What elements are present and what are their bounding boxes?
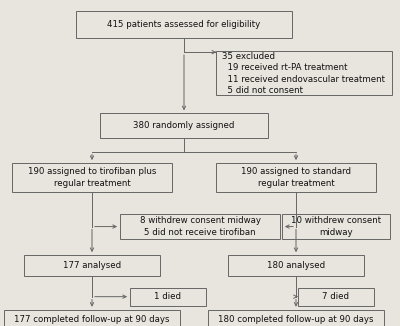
FancyBboxPatch shape bbox=[120, 215, 280, 239]
Text: 1 died: 1 died bbox=[154, 292, 182, 301]
Text: 10 withdrew consent
midway: 10 withdrew consent midway bbox=[291, 216, 381, 237]
FancyBboxPatch shape bbox=[76, 10, 292, 38]
FancyBboxPatch shape bbox=[208, 310, 384, 326]
FancyBboxPatch shape bbox=[216, 163, 376, 192]
FancyBboxPatch shape bbox=[100, 113, 268, 138]
Text: 8 withdrew consent midway
5 did not receive tirofiban: 8 withdrew consent midway 5 did not rece… bbox=[140, 216, 260, 237]
Text: 177 analysed: 177 analysed bbox=[63, 261, 121, 270]
FancyBboxPatch shape bbox=[228, 255, 364, 276]
FancyBboxPatch shape bbox=[12, 163, 172, 192]
Text: 7 died: 7 died bbox=[322, 292, 350, 301]
FancyBboxPatch shape bbox=[282, 215, 390, 239]
Text: 177 completed follow-up at 90 days: 177 completed follow-up at 90 days bbox=[14, 315, 170, 324]
FancyBboxPatch shape bbox=[24, 255, 160, 276]
Text: 180 completed follow-up at 90 days: 180 completed follow-up at 90 days bbox=[218, 315, 374, 324]
Text: 190 assigned to standard
regular treatment: 190 assigned to standard regular treatme… bbox=[241, 168, 351, 188]
FancyBboxPatch shape bbox=[4, 310, 180, 326]
Text: 380 randomly assigned: 380 randomly assigned bbox=[133, 121, 235, 130]
Text: 415 patients assessed for eligibility: 415 patients assessed for eligibility bbox=[107, 20, 261, 29]
Text: 35 excluded
  19 received rt-PA treatment
  11 received endovascular treatment
 : 35 excluded 19 received rt-PA treatment … bbox=[222, 52, 386, 95]
FancyBboxPatch shape bbox=[216, 51, 392, 95]
FancyBboxPatch shape bbox=[298, 288, 374, 306]
Text: 180 analysed: 180 analysed bbox=[267, 261, 325, 270]
Text: 190 assigned to tirofiban plus
regular treatment: 190 assigned to tirofiban plus regular t… bbox=[28, 168, 156, 188]
FancyBboxPatch shape bbox=[130, 288, 206, 306]
